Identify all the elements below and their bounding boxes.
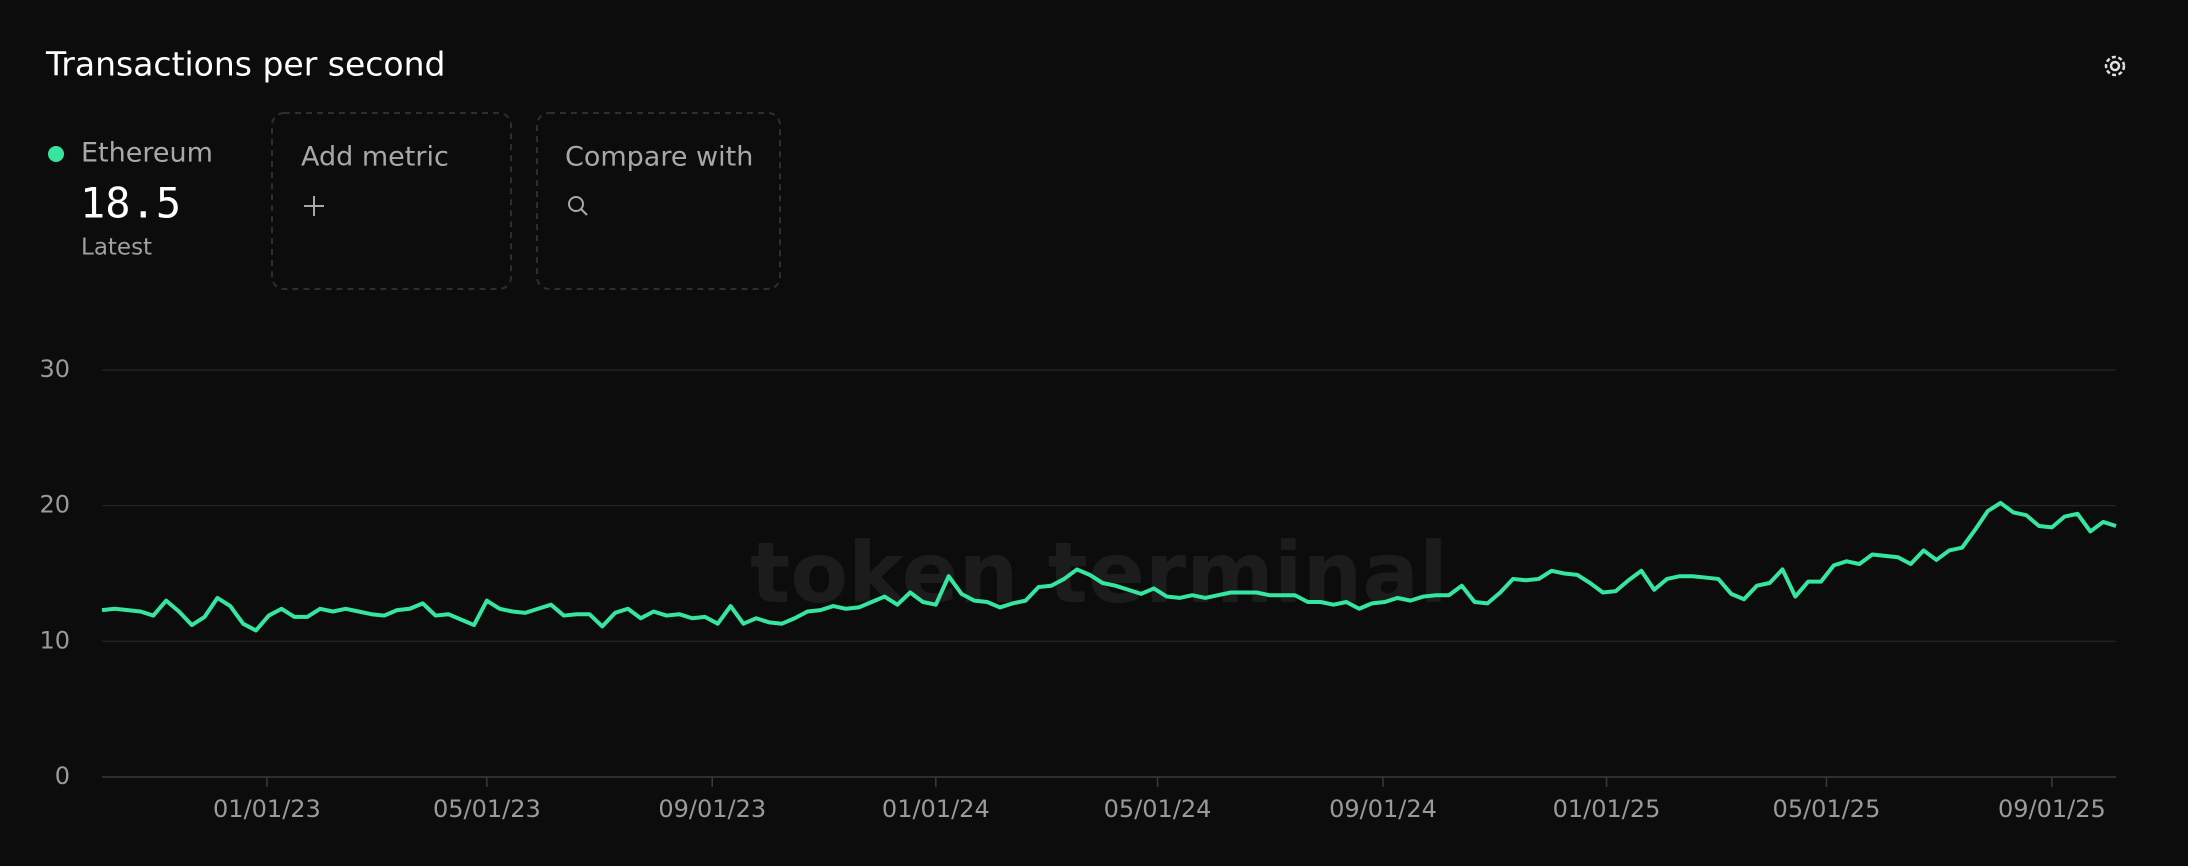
data-line (101, 500, 2117, 633)
compare-label: Compare with (565, 142, 753, 173)
x-tick-label: 09/01/25 (1998, 795, 2106, 823)
search-icon (568, 196, 584, 212)
compare-with-button[interactable]: Compare with (536, 112, 781, 290)
settings-icon[interactable] (2104, 55, 2126, 77)
latest-value: 18.5 (80, 179, 181, 228)
x-tick-label: 01/01/24 (882, 795, 990, 823)
x-tick-label: 05/01/25 (1773, 795, 1881, 823)
plus-icon (304, 196, 324, 216)
y-tick-label: 30 (39, 355, 70, 383)
latest-label: Latest (81, 235, 152, 261)
legend-dot (48, 146, 64, 162)
add-metric-button[interactable]: Add metric (271, 112, 512, 290)
y-tick-label: 0 (55, 762, 70, 790)
legend-label: Ethereum (81, 138, 213, 169)
y-tick-label: 20 (39, 491, 70, 519)
search-handle (580, 208, 588, 216)
x-tick-label: 09/01/24 (1329, 795, 1437, 823)
add-metric-box (271, 112, 512, 290)
chart-title: Transactions per second (45, 45, 445, 84)
gear-inner (2109, 60, 2121, 72)
add-metric-label: Add metric (301, 142, 449, 173)
x-tick-label: 05/01/23 (433, 795, 541, 823)
x-tick-label: 05/01/24 (1104, 795, 1212, 823)
x-tick-label: 01/01/25 (1553, 795, 1661, 823)
gear-outer (2104, 55, 2126, 77)
x-tick-label: 09/01/23 (658, 795, 766, 823)
compare-box (536, 112, 781, 290)
y-tick-label: 10 (39, 626, 70, 654)
x-tick-label: 01/01/23 (213, 795, 321, 823)
